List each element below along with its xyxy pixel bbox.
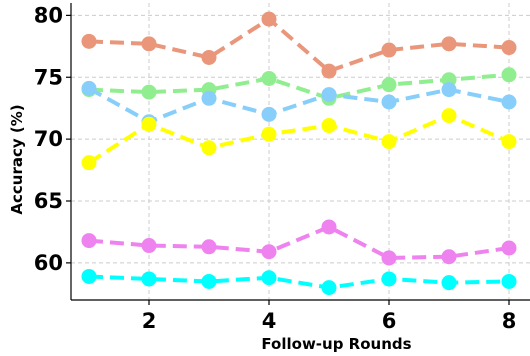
y-tick-label: 60	[34, 251, 63, 275]
data-point	[81, 268, 97, 284]
data-point	[381, 134, 397, 150]
data-point	[141, 84, 157, 100]
data-point	[261, 126, 277, 142]
data-point	[141, 36, 157, 52]
data-point	[261, 70, 277, 86]
data-point	[261, 106, 277, 122]
data-point	[501, 240, 517, 256]
data-point	[501, 40, 517, 56]
data-point	[201, 273, 217, 289]
data-point	[321, 63, 337, 79]
data-point	[81, 233, 97, 249]
data-point	[261, 11, 277, 27]
series-line	[88, 274, 510, 290]
data-point	[261, 244, 277, 260]
data-point	[441, 249, 457, 265]
data-point	[441, 82, 457, 98]
y-tick-label: 70	[34, 127, 63, 151]
data-point	[381, 94, 397, 110]
data-point	[501, 134, 517, 150]
x-tick-label: 2	[142, 309, 157, 333]
axes: 2 4 6 8 60 65 70 75 80	[34, 3, 530, 333]
data-point	[201, 90, 217, 106]
data-point	[381, 271, 397, 287]
x-tick-label: 4	[262, 309, 277, 333]
data-point	[441, 108, 457, 124]
data-point	[321, 118, 337, 134]
series-4	[81, 108, 517, 171]
data-point	[201, 49, 217, 65]
data-point	[501, 67, 517, 83]
data-point	[321, 87, 337, 103]
data-point	[321, 280, 337, 296]
data-point	[441, 36, 457, 52]
data-point	[441, 275, 457, 291]
data-point	[141, 116, 157, 132]
x-tick-label: 6	[382, 309, 397, 333]
data-point	[381, 42, 397, 58]
data-point	[81, 33, 97, 49]
data-point	[501, 273, 517, 289]
series-line	[88, 17, 510, 74]
data-point	[141, 238, 157, 254]
data-point	[381, 77, 397, 93]
data-point	[201, 239, 217, 255]
y-tick-label: 80	[34, 3, 63, 27]
series-line	[88, 224, 510, 260]
y-tick-label: 75	[34, 65, 63, 89]
data-point	[261, 270, 277, 286]
data-point	[321, 219, 337, 235]
series-6	[81, 268, 517, 296]
y-tick-label: 65	[34, 189, 63, 213]
data-point	[201, 140, 217, 156]
series-group	[81, 11, 517, 296]
data-point	[501, 94, 517, 110]
x-tick-label: 8	[502, 309, 517, 333]
data-point	[381, 250, 397, 266]
data-point	[81, 155, 97, 171]
y-axis-title: Accuracy (%)	[8, 104, 26, 214]
series-1	[81, 11, 517, 79]
data-point	[81, 80, 97, 96]
series-5	[81, 219, 517, 266]
series-line	[88, 86, 510, 124]
data-point	[141, 271, 157, 287]
series-line	[88, 72, 510, 101]
x-axis-title: Follow-up Rounds	[261, 335, 411, 353]
